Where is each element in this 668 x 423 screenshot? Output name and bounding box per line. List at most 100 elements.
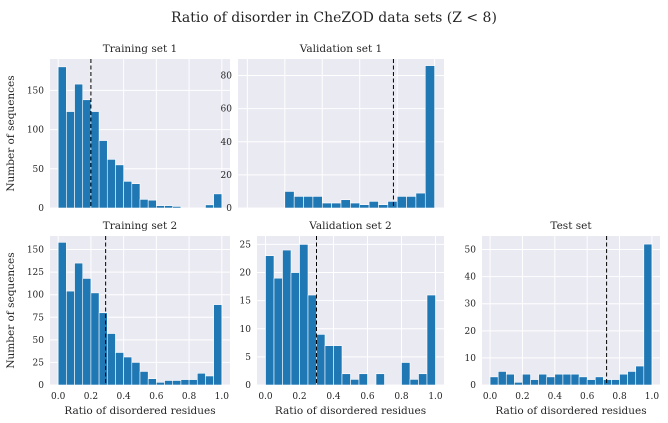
histogram-bar — [578, 376, 588, 386]
x-tick-label: 0.6 — [149, 392, 164, 402]
histogram-bar — [303, 196, 314, 209]
histogram-bar — [562, 373, 572, 386]
y-tick-label: 15 — [240, 297, 252, 307]
y-tick-label: 80 — [221, 72, 233, 82]
histogram-bar — [205, 204, 214, 209]
histogram-bar — [594, 376, 604, 386]
histogram-bar — [489, 376, 499, 386]
histogram-bar — [307, 294, 317, 386]
y-tick-label: 150 — [27, 86, 44, 96]
histogram-bar — [611, 379, 620, 386]
histogram-bar — [378, 204, 389, 209]
histogram-bar — [115, 164, 124, 209]
panel-background — [238, 59, 444, 208]
histogram-bar — [123, 356, 133, 386]
histogram-bar — [522, 373, 531, 386]
histogram-bar — [324, 345, 334, 386]
histogram-bar — [333, 345, 343, 386]
histogram-bar — [627, 371, 637, 386]
y-tick-label: 0 — [38, 204, 44, 214]
histogram-bar — [554, 373, 564, 386]
histogram-bar — [426, 294, 436, 386]
histogram-bar — [265, 255, 275, 386]
histogram-bar — [643, 243, 653, 386]
histogram-bar — [90, 111, 100, 209]
histogram-bar — [172, 380, 182, 386]
histogram-bar — [74, 83, 84, 209]
histogram-bar — [66, 290, 75, 386]
histogram-bar — [164, 380, 174, 386]
x-tick-label: 0.0 — [483, 392, 498, 402]
panel-background — [482, 236, 660, 385]
histogram-bar — [321, 202, 332, 209]
histogram-bar — [115, 352, 124, 386]
panel-title: Training set 2 — [103, 220, 177, 232]
panel-2: Validation set 1 0 20 40 60 80 — [221, 43, 444, 214]
histogram-bar — [139, 199, 149, 209]
histogram-bar — [106, 333, 116, 386]
histogram-bar — [350, 202, 361, 209]
panel-title: Training set 1 — [103, 43, 177, 55]
x-tick-label: 1.0 — [645, 392, 660, 402]
x-axis-label: Ratio of disordered residues — [275, 405, 426, 417]
histogram-bar — [282, 249, 292, 386]
histogram-bar — [180, 379, 190, 386]
x-tick-label: 0.8 — [182, 392, 197, 402]
y-tick-label: 30 — [465, 300, 477, 310]
panel-title: Validation set 2 — [308, 220, 391, 232]
x-tick-label: 1.0 — [215, 392, 230, 402]
histogram-bar — [205, 375, 214, 386]
histogram-bar — [316, 334, 326, 386]
histogram-bar — [635, 365, 645, 386]
histogram-bar — [123, 181, 133, 209]
y-tick-label: 100 — [27, 126, 44, 136]
y-tick-label: 20 — [221, 171, 233, 181]
x-tick-label: 0.6 — [360, 392, 375, 402]
histogram-bar — [82, 99, 92, 209]
y-tick-label: 0 — [38, 381, 44, 391]
y-tick-label: 0 — [470, 381, 476, 391]
histogram-bar — [406, 196, 417, 209]
histogram-bar — [290, 272, 300, 386]
y-tick-label: 50 — [465, 246, 477, 256]
x-tick-label: 0.4 — [116, 392, 131, 402]
histogram-bar — [82, 278, 92, 386]
x-axis-label: Ratio of disordered residues — [495, 405, 646, 417]
histogram-bar — [131, 183, 141, 209]
histogram-bar — [90, 292, 100, 386]
histogram-bar — [213, 193, 223, 209]
x-tick-label: 0.8 — [394, 392, 409, 402]
histogram-bar — [188, 379, 198, 386]
x-tick-label: 0.0 — [51, 392, 66, 402]
histogram-bar — [156, 205, 165, 209]
histogram-bar — [172, 206, 182, 209]
y-tick-label: 10 — [240, 325, 252, 335]
histogram-bar — [497, 371, 507, 386]
x-tick-label: 0.2 — [515, 392, 529, 402]
histogram-bar — [387, 201, 398, 209]
histogram-bar — [57, 242, 67, 386]
histogram-bar — [409, 379, 419, 386]
histogram-bar — [299, 244, 309, 386]
panel-title: Validation set 1 — [299, 43, 382, 55]
histogram-bar — [350, 379, 360, 386]
x-tick-label: 0.6 — [580, 392, 595, 402]
histogram-bar — [66, 111, 75, 209]
panel-title: Test set — [550, 220, 592, 232]
histogram-bar — [156, 381, 165, 386]
histogram-bar — [418, 373, 428, 386]
histogram-bar — [619, 373, 628, 386]
histogram-bar — [375, 373, 385, 386]
y-tick-label: 0 — [245, 381, 251, 391]
x-tick-label: 0.0 — [258, 392, 273, 402]
histogram-bar — [401, 362, 411, 386]
histogram-bar — [74, 262, 84, 386]
x-tick-label: 0.4 — [326, 392, 341, 402]
histogram-bar — [570, 373, 580, 386]
histogram-bar — [106, 159, 116, 209]
histogram-bar — [368, 201, 379, 209]
histogram-bar — [273, 277, 283, 386]
histogram-bar — [341, 373, 351, 386]
histogram-bar — [603, 379, 612, 386]
